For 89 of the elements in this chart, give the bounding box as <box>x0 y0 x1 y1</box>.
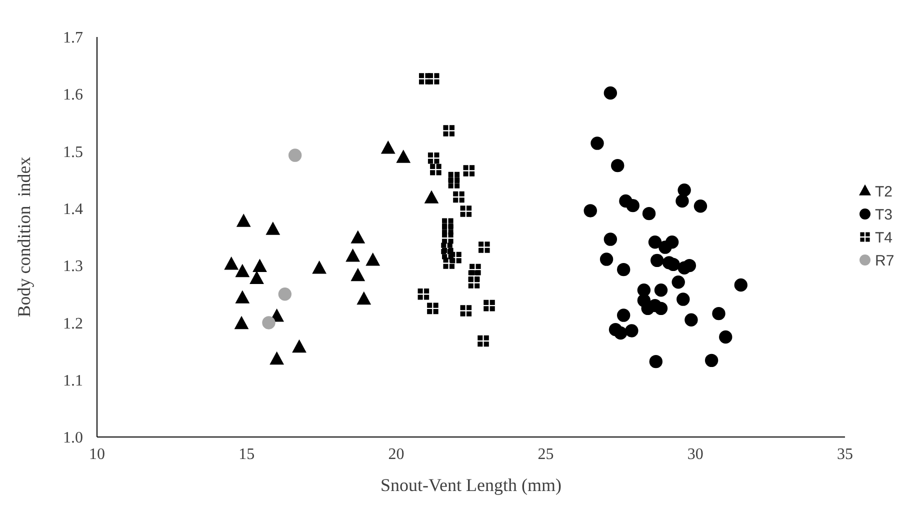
point <box>424 190 439 204</box>
point <box>350 230 366 244</box>
point <box>288 148 302 162</box>
point <box>648 236 662 249</box>
point <box>678 184 691 197</box>
y-tick-label: 1.7 <box>63 30 83 47</box>
point <box>649 354 663 368</box>
point <box>262 316 276 330</box>
point <box>380 140 396 154</box>
point <box>611 158 624 172</box>
y-axis-title: Body condition index <box>14 156 34 318</box>
point <box>460 206 472 217</box>
point <box>266 222 280 235</box>
point <box>270 351 284 365</box>
legend-label: T2 <box>875 183 893 200</box>
y-tick-label: 1.4 <box>63 201 83 218</box>
x-tick-label: 35 <box>837 446 853 463</box>
x-axis-title: Snout-Vent Length (mm) <box>380 475 562 495</box>
point <box>684 313 698 326</box>
x-tick-label: 10 <box>89 446 105 463</box>
point <box>682 258 696 272</box>
point <box>224 256 239 270</box>
point <box>666 258 680 272</box>
point <box>590 136 604 150</box>
point <box>478 242 490 253</box>
point <box>650 254 664 268</box>
point <box>676 194 689 208</box>
point <box>626 198 640 212</box>
y-tick-label: 1.3 <box>63 258 83 276</box>
point <box>234 316 249 330</box>
y-tick-label: 1.5 <box>63 144 83 161</box>
point <box>356 291 372 305</box>
point <box>734 278 748 292</box>
point <box>250 270 264 284</box>
y-tick-label: 1.2 <box>63 315 83 332</box>
x-tick-label: 30 <box>687 446 704 463</box>
point <box>350 268 366 282</box>
point <box>719 330 732 344</box>
point <box>625 324 638 338</box>
point <box>463 165 475 176</box>
point <box>604 86 618 100</box>
y-tick-label: 1.6 <box>63 86 83 104</box>
point <box>312 260 327 274</box>
point <box>468 277 480 288</box>
point <box>484 300 495 312</box>
point <box>443 125 454 136</box>
point <box>616 308 630 322</box>
point <box>478 335 489 347</box>
point <box>600 252 614 266</box>
point <box>442 232 454 244</box>
point <box>418 288 430 300</box>
x-tick-label: 20 <box>388 446 404 463</box>
point <box>676 292 690 306</box>
point <box>704 354 718 368</box>
point <box>672 276 685 289</box>
point <box>460 305 472 316</box>
legend-label: R7 <box>875 252 894 270</box>
point <box>346 248 360 262</box>
point <box>658 240 672 254</box>
point <box>278 288 292 301</box>
point <box>642 206 656 220</box>
point <box>654 284 668 297</box>
point <box>443 258 454 269</box>
legend-label: T4 <box>875 229 893 246</box>
point <box>428 152 440 164</box>
point <box>292 339 306 353</box>
point <box>235 264 250 278</box>
y-tick-label: 1.0 <box>63 430 83 447</box>
point <box>430 164 442 176</box>
point <box>616 262 630 276</box>
x-tick-label: 25 <box>538 446 554 463</box>
point <box>366 252 380 266</box>
point <box>604 232 618 246</box>
point <box>428 73 440 84</box>
point <box>614 326 628 340</box>
point <box>427 302 438 314</box>
point <box>654 302 668 316</box>
point <box>694 200 708 213</box>
x-tick-label: 15 <box>238 446 255 463</box>
point <box>448 177 460 188</box>
point <box>396 150 411 163</box>
point <box>453 191 464 203</box>
point <box>252 258 267 272</box>
y-tick-label: 1.1 <box>63 372 83 390</box>
point <box>584 204 597 218</box>
point <box>235 290 250 304</box>
point <box>236 214 251 227</box>
legend-label: T3 <box>875 206 893 224</box>
point <box>712 306 726 320</box>
